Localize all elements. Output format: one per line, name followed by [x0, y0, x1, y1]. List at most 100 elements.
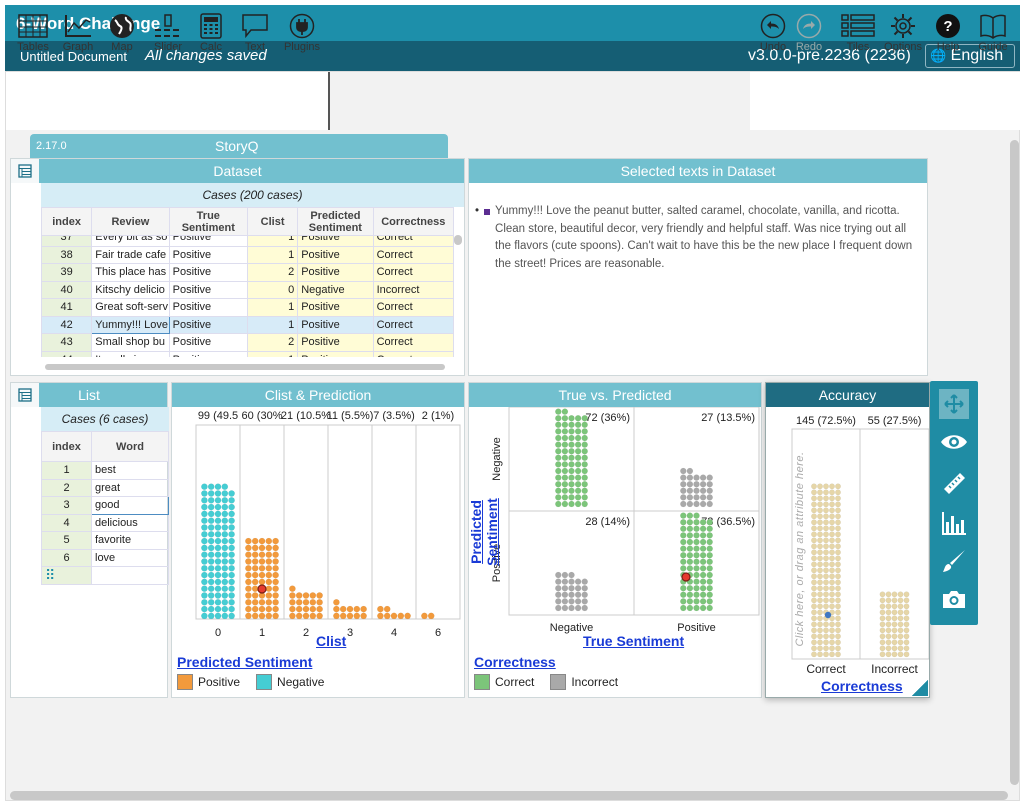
case-dot[interactable]: [823, 621, 829, 628]
case-dot[interactable]: [245, 585, 252, 592]
case-dot[interactable]: [699, 565, 707, 572]
case-dot[interactable]: [555, 480, 562, 488]
table-row[interactable]: 43 Small shop bu Positive 2 Positive Correct: [41, 333, 455, 352]
case-dot[interactable]: [581, 467, 588, 475]
case-dot[interactable]: [251, 612, 259, 620]
case-dot[interactable]: [555, 591, 562, 599]
case-dot[interactable]: [581, 414, 588, 422]
case-dot[interactable]: [574, 421, 582, 428]
table-cell[interactable]: 1: [246, 245, 299, 264]
case-dot[interactable]: [897, 597, 904, 604]
case-dot[interactable]: [693, 571, 700, 579]
case-dot[interactable]: [245, 598, 252, 606]
case-dot[interactable]: [568, 591, 575, 599]
case-dot[interactable]: [680, 591, 687, 599]
case-dot[interactable]: [228, 510, 235, 518]
case-dot[interactable]: [201, 571, 208, 579]
table-cell[interactable]: 40: [41, 280, 93, 299]
graph-tool[interactable]: Graph: [60, 12, 96, 53]
case-dot[interactable]: [817, 489, 823, 496]
case-dot[interactable]: [228, 531, 235, 538]
case-dot[interactable]: [265, 571, 273, 579]
table-cell[interactable]: Positive: [297, 245, 374, 264]
case-dot[interactable]: [680, 474, 687, 481]
case-dot[interactable]: [835, 561, 841, 568]
case-dot[interactable]: [207, 517, 215, 524]
case-dot[interactable]: [835, 645, 841, 652]
case-dot[interactable]: [811, 531, 817, 538]
case-dot[interactable]: [555, 487, 562, 495]
case-dot[interactable]: [706, 474, 713, 481]
case-dot[interactable]: [817, 501, 823, 508]
case-dot[interactable]: [302, 612, 310, 620]
tvp-y-axis-label[interactable]: Predicted Sentiment: [468, 498, 500, 566]
case-dot[interactable]: [265, 598, 273, 606]
case-dot[interactable]: [214, 517, 222, 524]
case-dot[interactable]: [201, 551, 208, 558]
case-dot[interactable]: [680, 518, 687, 526]
case-dot[interactable]: [214, 612, 222, 620]
case-dot[interactable]: [251, 551, 259, 558]
case-dot[interactable]: [302, 592, 310, 599]
case-dot[interactable]: [221, 592, 229, 599]
case-dot[interactable]: [568, 474, 575, 481]
case-dot[interactable]: [272, 592, 279, 599]
drag-handle-icon[interactable]: ⠿: [41, 566, 92, 585]
case-dot[interactable]: [693, 518, 700, 526]
case-dot[interactable]: [706, 571, 713, 579]
case-dot[interactable]: [835, 633, 841, 640]
case-dot[interactable]: [214, 503, 222, 511]
case-dot[interactable]: [228, 571, 235, 579]
column-header[interactable]: index: [40, 207, 93, 236]
case-dot[interactable]: [214, 544, 222, 552]
case-dot[interactable]: [829, 501, 835, 508]
table-cell[interactable]: Positive: [297, 350, 374, 357]
case-dot[interactable]: [706, 604, 713, 612]
case-dot[interactable]: [221, 517, 229, 524]
case-dot[interactable]: [581, 591, 588, 599]
table-cell[interactable]: Positive: [168, 263, 248, 282]
case-dot[interactable]: [201, 517, 208, 524]
case-dot[interactable]: [823, 573, 829, 580]
case-dot[interactable]: [686, 558, 694, 566]
case-dot[interactable]: [207, 531, 215, 538]
table-cell[interactable]: Positive: [297, 315, 374, 334]
table-cell[interactable]: Positive: [168, 350, 248, 357]
case-dot[interactable]: [835, 549, 841, 556]
case-dot[interactable]: [214, 592, 222, 599]
case-dot[interactable]: [835, 651, 841, 658]
case-dot[interactable]: [377, 605, 384, 613]
case-dot[interactable]: [823, 519, 829, 526]
case-dot[interactable]: [811, 579, 817, 586]
table-cell[interactable]: 2: [246, 263, 299, 282]
case-dot[interactable]: [568, 571, 575, 579]
case-dot[interactable]: [829, 531, 835, 538]
case-dot[interactable]: [221, 558, 229, 565]
case-dot[interactable]: [829, 651, 835, 658]
case-dot[interactable]: [309, 605, 317, 613]
case-dot[interactable]: [201, 558, 208, 565]
case-dot[interactable]: [693, 500, 700, 508]
case-dot[interactable]: [289, 592, 296, 599]
case-dot[interactable]: [568, 467, 575, 475]
case-dot[interactable]: [835, 615, 841, 622]
case-dot[interactable]: [214, 490, 222, 497]
case-dot[interactable]: [295, 612, 303, 620]
case-dot[interactable]: [346, 605, 354, 613]
case-dot[interactable]: [265, 558, 273, 565]
table-cell[interactable]: 38: [41, 245, 93, 264]
case-dot[interactable]: [811, 555, 817, 562]
case-dot[interactable]: [258, 612, 266, 620]
case-dot[interactable]: [561, 441, 569, 448]
case-dot[interactable]: [811, 603, 817, 610]
case-dot[interactable]: [309, 592, 317, 599]
case-dot[interactable]: [835, 531, 841, 538]
case-dot[interactable]: [835, 537, 841, 544]
case-dot[interactable]: [245, 558, 252, 565]
case-dot[interactable]: [561, 571, 569, 579]
case-dot[interactable]: [686, 584, 694, 592]
case-dot[interactable]: [574, 428, 582, 435]
table-cell[interactable]: 37: [41, 236, 93, 247]
case-dot[interactable]: [272, 551, 279, 558]
case-dot[interactable]: [245, 564, 252, 572]
